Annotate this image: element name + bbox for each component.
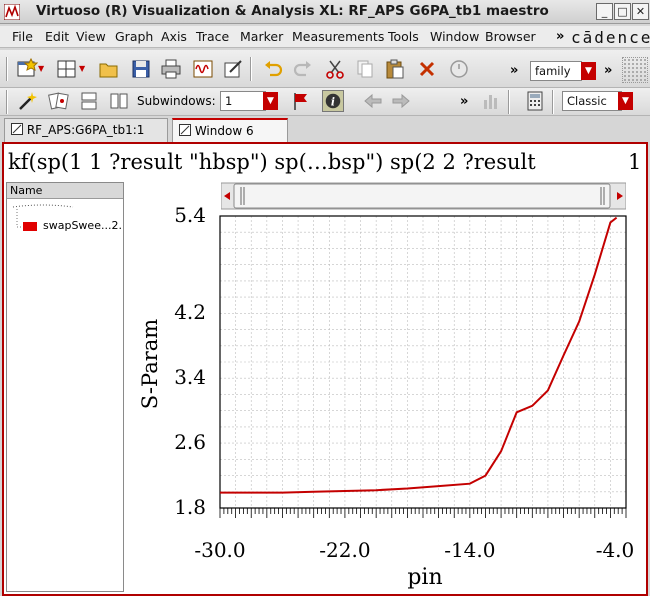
y-axis-label: S-Param	[138, 318, 162, 410]
print-icon[interactable]	[160, 58, 182, 80]
scroll-thumb[interactable]	[233, 183, 611, 209]
x-axis-label: pin	[407, 565, 443, 590]
trace-line[interactable]	[220, 216, 618, 494]
secondary-toolbar: Subwindows: 1 ▼ i » Classic ▼	[0, 88, 650, 116]
x-tick-label: -22.0	[319, 538, 371, 562]
menu-marker[interactable]: Marker	[240, 29, 284, 44]
toolbar-separator	[552, 90, 554, 114]
family-combo[interactable]: family	[530, 61, 582, 81]
tab-bar: RF_APS:G6PA_tb1:1 Window 6	[0, 116, 650, 142]
edit-icon[interactable]	[222, 58, 244, 80]
maximize-button[interactable]: □	[614, 3, 631, 20]
redo-icon[interactable]	[292, 58, 314, 80]
scroll-left-icon[interactable]	[224, 192, 230, 200]
tab-window-6[interactable]: Window 6	[172, 118, 288, 142]
legend-header-name[interactable]: Name	[7, 183, 123, 199]
copy-icon[interactable]	[354, 58, 376, 80]
new-window-dropdown-icon[interactable]: ▼	[38, 64, 45, 73]
tab-rf-aps[interactable]: RF_APS:G6PA_tb1:1	[4, 118, 168, 142]
stack-vertical-icon[interactable]	[108, 90, 130, 112]
move-right-icon[interactable]	[390, 90, 412, 112]
menu-axis[interactable]: Axis	[161, 29, 187, 44]
new-subwindow-icon[interactable]	[56, 58, 78, 80]
menu-bar: File Edit View Graph Axis Trace Marker M…	[0, 26, 650, 48]
style-combo[interactable]: Classic	[562, 91, 622, 111]
toolbar-grip-right[interactable]	[622, 57, 648, 83]
x-tick-label: -4.0	[595, 538, 635, 562]
subwindows-combo-arrow-icon[interactable]: ▼	[263, 92, 278, 110]
history-icon[interactable]	[448, 58, 470, 80]
subwindows-label: Subwindows:	[137, 94, 216, 108]
cadence-logo: cādence	[571, 28, 650, 47]
y-tick-label: 5.4	[174, 203, 206, 227]
y-tick-label: 2.6	[174, 430, 206, 455]
x-axis-minor-ticks	[219, 508, 627, 518]
tree-connector-icon	[12, 204, 74, 228]
trace-color-swatch[interactable]	[23, 222, 37, 231]
main-toolbar: ▼ ▼ » family ▼ »	[0, 50, 650, 88]
flag-icon[interactable]	[290, 90, 312, 112]
toolbar-overflow-button-2[interactable]: »	[604, 63, 613, 78]
toolbar-grip	[6, 90, 8, 114]
x-tick-label: -30.0	[194, 538, 246, 562]
toolbar-overflow-button[interactable]: »	[510, 63, 519, 78]
menu-overflow-button[interactable]: »	[556, 29, 565, 44]
menu-measurements[interactable]: Measurements	[292, 29, 385, 44]
tab-label: Window 6	[194, 124, 254, 138]
stack-horizontal-icon[interactable]	[78, 90, 100, 112]
undo-icon[interactable]	[262, 58, 284, 80]
subwindow-number: 1	[628, 150, 642, 174]
toolbar-separator	[250, 57, 252, 81]
chart-grid	[219, 215, 627, 509]
svg-text:i: i	[331, 96, 335, 109]
x-tick-label: -14.0	[444, 538, 496, 562]
y-tick-label: 4.2	[174, 300, 206, 325]
save-icon[interactable]	[130, 58, 152, 80]
paste-icon[interactable]	[384, 58, 406, 80]
delete-icon[interactable]	[416, 58, 438, 80]
app-icon	[4, 4, 20, 20]
toolbar2-overflow-button[interactable]: »	[460, 94, 469, 109]
cut-icon[interactable]	[324, 58, 346, 80]
toolbar-grip	[6, 57, 8, 81]
move-left-icon[interactable]	[362, 90, 384, 112]
menu-browser[interactable]: Browser	[485, 29, 536, 44]
plot-tab-icon	[179, 124, 191, 136]
title-bar: Virtuoso (R) Visualization & Analysis XL…	[0, 0, 650, 24]
magic-wand-icon[interactable]	[16, 90, 38, 112]
menu-window[interactable]: Window	[430, 29, 480, 44]
trace-legend-label[interactable]: swapSwee...2.	[43, 219, 122, 232]
menu-tools[interactable]: Tools	[388, 29, 419, 44]
y-tick-label: 3.4	[174, 365, 206, 390]
scroll-right-icon[interactable]	[617, 192, 623, 200]
info-icon[interactable]: i	[322, 90, 344, 112]
x-scrollbar[interactable]	[221, 180, 626, 212]
plot-title: kf(sp(1 1 ?result "hbsp") sp(…bsp") sp(2…	[8, 150, 536, 174]
close-button[interactable]: ✕	[632, 3, 649, 20]
minimize-button[interactable]: _	[596, 3, 613, 20]
bar-chart-icon[interactable]	[480, 90, 502, 112]
style-combo-arrow-icon[interactable]: ▼	[618, 92, 633, 110]
menu-edit[interactable]: Edit	[45, 29, 70, 44]
family-combo-arrow-icon[interactable]: ▼	[581, 62, 596, 80]
calculator-icon[interactable]	[524, 90, 546, 112]
menu-file[interactable]: File	[12, 29, 33, 44]
y-tick-label: 1.8	[174, 495, 206, 519]
toolbar-separator	[508, 90, 510, 114]
subwindow-dropdown-icon[interactable]: ▼	[79, 64, 86, 73]
legend-panel: Name swapSwee...2.	[6, 182, 124, 592]
tab-label: RF_APS:G6PA_tb1:1	[26, 123, 145, 137]
menu-view[interactable]: View	[76, 29, 106, 44]
menu-trace[interactable]: Trace	[196, 29, 230, 44]
waveform-icon[interactable]	[192, 58, 214, 80]
cards-icon[interactable]	[48, 90, 70, 112]
window-title: Virtuoso (R) Visualization & Analysis XL…	[36, 3, 549, 19]
new-window-icon[interactable]	[16, 58, 38, 80]
menu-graph[interactable]: Graph	[115, 29, 154, 44]
open-folder-icon[interactable]	[98, 58, 120, 80]
plot-tab-icon	[11, 123, 23, 135]
